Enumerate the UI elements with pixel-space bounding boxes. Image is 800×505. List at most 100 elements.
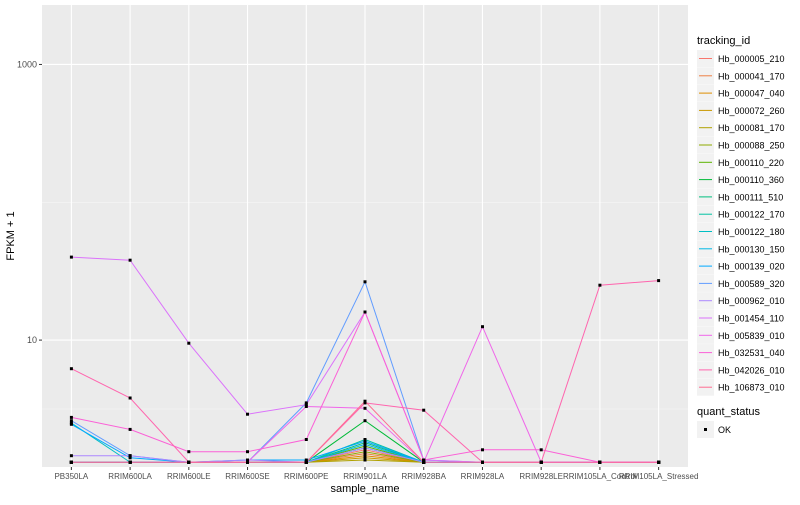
- data-point: [363, 446, 367, 450]
- data-point: [481, 325, 484, 329]
- data-point: [69, 422, 73, 426]
- data-point: [128, 460, 132, 464]
- y-axis: 10 1000: [17, 59, 42, 345]
- legend-label: Hb_032531_040: [718, 348, 785, 358]
- y-tick-label: 10: [27, 335, 37, 345]
- legend-label: Hb_000041_170: [718, 71, 785, 81]
- legend-label: Hb_000139_020: [718, 262, 785, 272]
- data-point: [69, 454, 73, 458]
- data-point: [422, 408, 426, 412]
- data-point: [69, 419, 73, 423]
- data-point: [363, 458, 367, 462]
- legend-label: Hb_000122_180: [718, 227, 785, 237]
- legend-label: Hb_005839_010: [718, 331, 785, 341]
- x-tick-label: RRIM600LA: [108, 472, 152, 481]
- data-point: [128, 258, 132, 262]
- data-point: [363, 419, 367, 423]
- legend-label: Hb_000110_360: [718, 175, 784, 185]
- data-point: [128, 456, 132, 460]
- data-point: [363, 452, 367, 456]
- legend-label: Hb_000072_260: [718, 106, 785, 116]
- data-point: [363, 401, 367, 405]
- data-point: [657, 460, 661, 464]
- x-tick-label: RRIM928LA: [461, 472, 505, 481]
- data-point: [598, 283, 602, 287]
- legend-label: Hb_000589_320: [718, 279, 785, 289]
- legend-label: Hb_000005_210: [718, 54, 785, 64]
- data-point: [363, 442, 367, 446]
- shape-legend: quant_status OK: [697, 406, 760, 438]
- data-point: [363, 438, 367, 441]
- legend-label: Hb_001454_110: [718, 314, 784, 324]
- data-point: [246, 412, 249, 416]
- shape-legend-title: quant_status: [697, 406, 760, 418]
- data-point: [422, 458, 426, 462]
- data-point: [598, 460, 602, 464]
- data-point: [539, 448, 543, 452]
- x-tick-label: RRIM901LA: [343, 472, 387, 481]
- legend-label: Hb_000110_220: [718, 158, 784, 168]
- data-point: [539, 460, 543, 464]
- data-point: [363, 444, 367, 448]
- data-point: [304, 438, 308, 441]
- data-point: [481, 460, 484, 464]
- x-tick-label: RRIM928LE: [519, 472, 563, 481]
- shape-legend-point: [704, 428, 707, 431]
- data-point: [304, 401, 308, 405]
- x-axis: PB350LA RRIM600LA RRIM600LE RRIM600SE RRIM60…: [54, 467, 698, 481]
- x-tick-label: RRIM105LA_Stressed: [619, 472, 699, 481]
- x-tick-label: RRIM600SE: [225, 472, 269, 481]
- data-point: [304, 458, 308, 462]
- data-point: [187, 341, 191, 345]
- color-legend: tracking_id Hb_000005_210 Hb_000041_170 Hb…: [697, 35, 785, 396]
- data-point: [304, 403, 308, 407]
- data-point: [363, 399, 367, 403]
- data-points: [69, 255, 661, 464]
- legend-label: Hb_000088_250: [718, 141, 785, 151]
- x-tick-label: RRIM600LE: [167, 472, 211, 481]
- data-point: [187, 450, 191, 454]
- data-point: [363, 441, 367, 445]
- shape-legend-label: OK: [718, 425, 731, 435]
- data-point: [363, 456, 367, 460]
- data-point: [422, 460, 426, 464]
- data-point: [363, 448, 367, 452]
- data-point: [363, 454, 367, 458]
- legend-label: Hb_106873_010: [718, 383, 785, 393]
- data-point: [69, 460, 73, 464]
- x-tick-label: RRIM105LA_Control: [563, 472, 637, 481]
- grid-lines: [42, 5, 688, 467]
- legend-label: Hb_000130_150: [718, 244, 785, 254]
- data-point: [128, 454, 132, 458]
- data-point: [363, 280, 367, 284]
- data-point: [363, 310, 367, 314]
- x-tick-label: PB350LA: [54, 472, 88, 481]
- data-point: [128, 427, 132, 431]
- data-point: [304, 405, 308, 408]
- data-point: [128, 396, 132, 400]
- legend-label: Hb_000122_170: [718, 210, 785, 220]
- data-point: [304, 460, 308, 464]
- legend-label: Hb_000081_170: [718, 123, 785, 133]
- legend-label: Hb_000111_510: [718, 192, 783, 202]
- data-point: [481, 448, 484, 452]
- data-point: [69, 255, 73, 259]
- data-point: [363, 406, 367, 410]
- y-tick-label: 1000: [17, 59, 37, 69]
- x-tick-label: RRIM600PE: [284, 472, 328, 481]
- data-point: [69, 415, 73, 419]
- data-point: [363, 450, 367, 454]
- data-point: [363, 439, 367, 443]
- y-axis-title: FPKM + 1: [5, 211, 17, 260]
- data-point: [246, 460, 249, 464]
- legend-label: Hb_000047_040: [718, 89, 785, 99]
- legend-label: Hb_000962_010: [718, 296, 785, 306]
- data-point: [246, 450, 249, 454]
- data-point: [187, 460, 191, 464]
- data-point: [69, 367, 73, 371]
- data-point: [657, 279, 661, 283]
- x-tick-label: RRIM928BA: [401, 472, 446, 481]
- legend-label: Hb_042026_010: [718, 365, 785, 375]
